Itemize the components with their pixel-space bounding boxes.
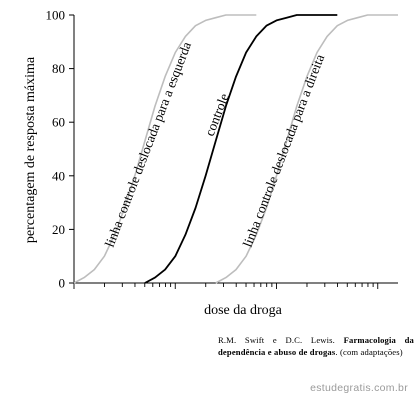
series-line-2 [215,14,398,284]
watermark-text: estudegratis.com.br [310,382,408,394]
citation-title: Farmacologia da dependência e abuso de d… [218,335,414,357]
y-tick-label: 40 [52,168,65,183]
series-line-1 [144,14,338,284]
y-tick-label: 20 [52,222,65,237]
series-label-right: linha controle deslocada para a direita [240,52,327,249]
y-axis-title: percentagem de resposta máxima [23,56,38,243]
series-line-0 [73,14,257,284]
chart-axes: 0 20 40 60 80 100 [46,8,398,291]
figure-citation: R.M. Swift e D.C. Lewis. Farmacologia da… [218,334,414,358]
citation-authors: R.M. Swift e D.C. Lewis. [218,335,335,345]
citation-note: . (com adaptações) [335,347,403,357]
y-tick-label: 60 [52,115,65,130]
series-label-left: linha controle deslocada para a esquerda [102,40,194,249]
y-tick-label: 0 [59,276,66,291]
x-axis-title: dose da droga [204,303,283,318]
chart-series [73,14,398,284]
y-tick-label: 100 [46,8,66,23]
series-label-control: controle [202,91,232,138]
y-tick-label: 80 [52,61,65,76]
